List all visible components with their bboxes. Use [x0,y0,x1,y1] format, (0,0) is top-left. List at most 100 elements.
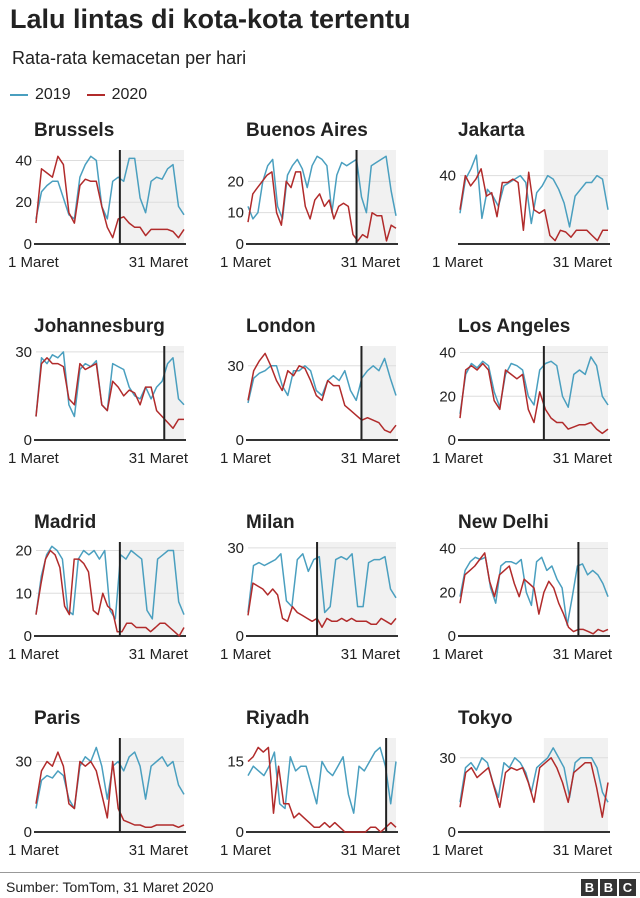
x-tick-label-start: 1 Maret [8,450,60,467]
y-tick-label: 40 [439,541,456,558]
city-title-madrid: Madrid [34,512,96,533]
bbc-logo: B B C [579,879,636,896]
shaded-period [119,738,184,832]
city-title-buenos-aires: Buenos Aires [246,120,368,141]
y-tick-label: 20 [227,173,244,190]
x-tick-label-end: 31 Maret [129,646,189,663]
x-tick-label-end: 31 Maret [129,842,189,859]
legend-swatch-2020 [86,94,105,96]
series-line-2019 [35,545,185,620]
shaded-period [543,738,608,832]
series-line-2020 [247,582,397,628]
series-line-2020 [459,552,609,635]
y-tick-label: 0 [236,824,244,841]
y-tick-label: 20 [439,584,456,601]
city-title-london: London [246,316,316,337]
x-tick-label-end: 31 Maret [553,254,613,271]
chart-subtitle: Rata-rata kemacetan per hari [12,48,247,68]
x-tick-label-end: 31 Maret [553,842,613,859]
series-line-2020 [35,357,184,430]
x-tick-label-start: 1 Maret [432,450,484,467]
series-line-2019 [35,155,185,220]
series-line-2020 [459,757,609,818]
y-tick-label: 30 [15,754,32,771]
y-tick-label: 30 [439,750,456,767]
series-line-2020 [247,171,397,242]
x-tick-label-end: 31 Maret [129,254,189,271]
x-tick-label-start: 1 Maret [220,254,272,271]
city-title-paris: Paris [34,708,80,729]
y-tick-label: 0 [24,628,32,645]
legend-item-2019: 2019 [10,86,71,104]
y-tick-label: 40 [439,168,456,185]
x-tick-label-start: 1 Maret [220,646,272,663]
y-tick-label: 15 [227,754,244,771]
y-tick-label: 40 [15,152,32,169]
x-tick-label-start: 1 Maret [8,646,60,663]
x-tick-label-end: 31 Maret [341,254,401,271]
x-tick-label-start: 1 Maret [8,254,60,271]
series-line-2019 [247,155,397,220]
shaded-period [119,542,184,636]
shaded-period [578,542,608,636]
series-line-2019 [247,746,397,814]
series-line-2020 [35,549,185,637]
y-tick-label: 0 [236,628,244,645]
y-tick-label: 40 [439,345,456,362]
series-line-2019 [247,553,397,614]
series-line-2019 [459,747,609,803]
x-tick-label-end: 31 Maret [553,646,613,663]
y-tick-label: 0 [24,824,32,841]
city-title-new-delhi: New Delhi [458,512,549,533]
city-title-milan: Milan [246,512,295,533]
series-line-2020 [459,362,609,435]
x-tick-label-start: 1 Maret [8,842,60,859]
x-tick-label-start: 1 Maret [220,450,272,467]
y-tick-label: 20 [439,388,456,405]
y-tick-label: 0 [236,432,244,449]
bbc-logo-letter: C [619,879,636,896]
x-tick-label-end: 31 Maret [341,646,401,663]
series-line-2019 [247,357,397,404]
series-line-2019 [459,556,609,626]
legend-label-2019: 2019 [35,86,71,103]
x-tick-label-end: 31 Maret [341,450,401,467]
x-tick-label-start: 1 Maret [432,254,484,271]
city-title-riyadh: Riyadh [246,708,309,729]
x-tick-label-start: 1 Maret [432,646,484,663]
legend-swatch-2019 [10,94,28,96]
series-line-2019 [35,351,185,418]
shaded-period [543,346,608,440]
legend-label-2020: 2020 [111,86,148,103]
x-tick-label-end: 31 Maret [341,842,401,859]
x-tick-label-end: 31 Maret [553,450,613,467]
y-tick-label: 20 [15,194,32,211]
city-title-brussels: Brussels [34,120,114,141]
city-title-tokyo: Tokyo [458,708,513,729]
shaded-period [361,346,396,440]
bbc-logo-letter: B [581,879,598,896]
y-tick-label: 0 [24,236,32,253]
y-tick-label: 0 [448,432,456,449]
y-tick-label: 0 [24,432,32,449]
x-tick-label-start: 1 Maret [432,842,484,859]
y-tick-label: 30 [15,344,32,361]
source-note: Sumber: TomTom, 31 Maret 2020 [6,879,214,895]
shaded-period [543,150,608,244]
shaded-period [386,738,396,832]
city-title-los-angeles: Los Angeles [458,316,570,337]
y-tick-label: 0 [448,628,456,645]
series-line-2019 [459,356,609,414]
y-tick-label: 30 [227,358,244,375]
y-tick-label: 20 [15,543,32,560]
bbc-logo-letter: B [600,879,617,896]
y-tick-label: 0 [448,824,456,841]
city-title-johannesburg: Johannesburg [34,316,165,337]
legend-item-2020: 2020 [86,86,148,104]
series-line-2020 [35,155,185,239]
y-tick-label: 10 [15,585,32,602]
legend: 2019 2020 [10,86,163,104]
city-title-jakarta: Jakarta [458,120,525,141]
chart-title: Lalu lintas di kota-kota tertentu [10,4,411,34]
